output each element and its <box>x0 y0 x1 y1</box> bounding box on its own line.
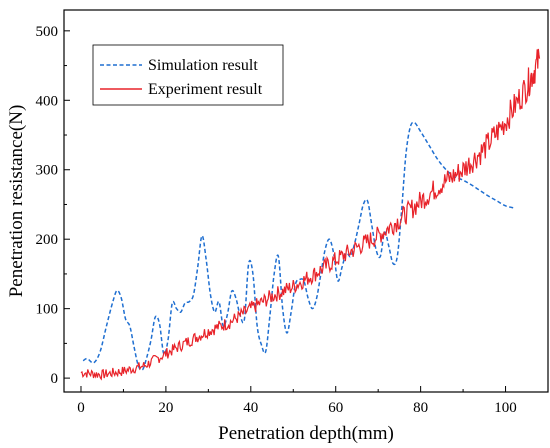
x-tick-label: 40 <box>243 400 258 416</box>
series-layer <box>80 48 541 381</box>
x-tick-label: 80 <box>413 400 428 416</box>
x-tick-label: 60 <box>328 400 343 416</box>
y-tick-label: 500 <box>36 24 59 40</box>
legend-label-experiment: Experiment result <box>148 81 263 98</box>
y-axis-ticks: 0 100 200 300 400 500 <box>36 24 70 387</box>
y-tick-label: 200 <box>36 232 59 248</box>
simulation-series-line <box>82 121 515 371</box>
x-axis-title: Penetration depth(mm) <box>218 423 394 444</box>
legend: Simulation result Experiment result <box>92 44 284 106</box>
x-tick-label: 20 <box>158 400 173 416</box>
x-tick-label: 0 <box>77 400 85 416</box>
y-tick-label: 400 <box>36 93 59 109</box>
x-tick-label: 100 <box>494 400 517 416</box>
legend-label-simulation: Simulation result <box>148 57 258 74</box>
legend-box <box>92 44 284 106</box>
y-tick-label: 300 <box>36 163 59 179</box>
x-axis-ticks: 0 20 40 60 80 100 <box>77 386 517 416</box>
experiment-series-line <box>80 48 541 381</box>
y-tick-label: 0 <box>51 371 59 387</box>
y-tick-label: 100 <box>36 302 59 318</box>
y-axis-title: Penetration resistance(N) <box>6 105 27 298</box>
